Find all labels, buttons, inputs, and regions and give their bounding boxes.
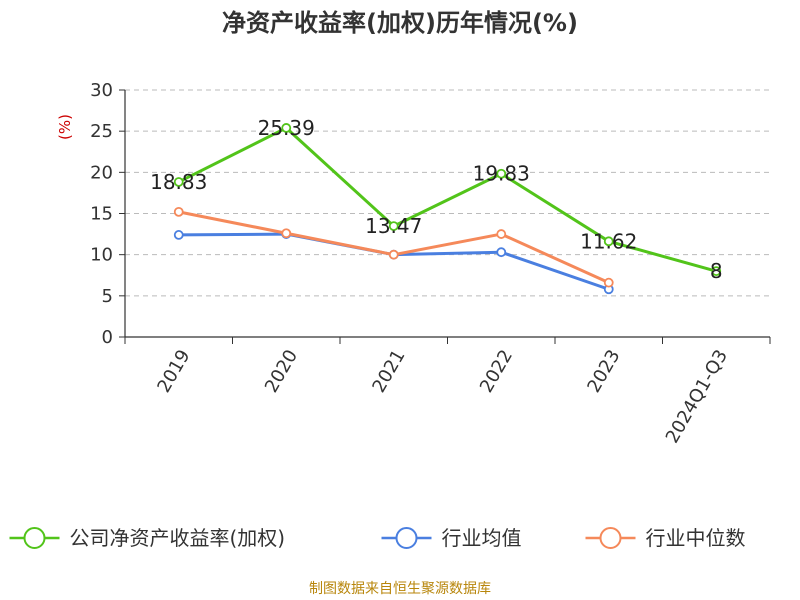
y-tick-label: 25 bbox=[90, 121, 113, 142]
legend-label: 行业中位数 bbox=[646, 526, 746, 550]
series-point-1 bbox=[496, 247, 507, 258]
series-point-0 bbox=[711, 266, 722, 277]
y-tick-label: 5 bbox=[102, 286, 113, 307]
y-tick-label: 15 bbox=[90, 204, 113, 225]
y-tick-label: 0 bbox=[102, 327, 113, 348]
gridlines bbox=[125, 89, 770, 297]
data-label: 25.39 bbox=[258, 116, 315, 140]
x-tick-label: 2019 bbox=[153, 346, 194, 396]
y-tick-label: 20 bbox=[90, 162, 113, 183]
x-tick-label: 2024Q1-Q3 bbox=[662, 346, 732, 447]
data-labels: 18.83 25.39 13.47 19.83 11.62 8 bbox=[150, 116, 723, 283]
y-tick-label: 30 bbox=[90, 80, 113, 101]
series-point-2 bbox=[281, 228, 292, 239]
series-line-1 bbox=[178, 232, 610, 291]
legend-item-0: 公司净资产收益率(加权) bbox=[9, 526, 286, 550]
series-point-0 bbox=[496, 168, 507, 179]
series-point-0 bbox=[603, 236, 614, 247]
data-label: 18.83 bbox=[150, 170, 207, 194]
series-point-2 bbox=[496, 229, 507, 239]
axes: 0 5 10 15 20 25 30 2019 2020 2021 2022 2023 2024Q1-Q… bbox=[90, 80, 771, 447]
legend-item-2: 行业中位数 bbox=[585, 526, 746, 550]
legend-label: 行业均值 bbox=[442, 526, 522, 550]
source-note: 制图数据来自恒生聚源数据库 bbox=[309, 581, 491, 597]
y-axis-label: (%) bbox=[56, 114, 74, 140]
series-point-2 bbox=[173, 206, 184, 217]
series-point-2 bbox=[603, 277, 614, 288]
legend-marker bbox=[395, 527, 418, 549]
series-point-0 bbox=[281, 123, 292, 133]
chart-title: 净资产收益率(加权)历年情况(%) bbox=[222, 9, 578, 37]
data-label: 11.62 bbox=[580, 229, 637, 253]
data-label: 8 bbox=[710, 259, 723, 283]
legend-label: 公司净资产收益率(加权) bbox=[70, 526, 286, 550]
series-point-0 bbox=[173, 177, 184, 187]
series-point-1 bbox=[173, 230, 184, 240]
legend: 公司净资产收益率(加权) 行业均值 行业中位数 bbox=[9, 526, 746, 550]
legend-marker bbox=[599, 527, 622, 549]
data-label: 19.83 bbox=[473, 162, 530, 186]
x-tick-label: 2023 bbox=[583, 346, 624, 396]
data-label: 13.47 bbox=[365, 214, 422, 238]
x-tick-label: 2021 bbox=[368, 346, 409, 396]
series-layer bbox=[173, 123, 722, 295]
legend-marker bbox=[23, 527, 46, 549]
series-line-0 bbox=[178, 126, 717, 273]
series-point-2 bbox=[388, 249, 399, 260]
y-tick-label: 10 bbox=[90, 245, 113, 266]
x-tick-label: 2022 bbox=[476, 346, 517, 396]
legend-item-1: 行业均值 bbox=[381, 526, 522, 550]
x-tick-label: 2020 bbox=[261, 346, 302, 396]
series-point-0 bbox=[388, 221, 399, 231]
